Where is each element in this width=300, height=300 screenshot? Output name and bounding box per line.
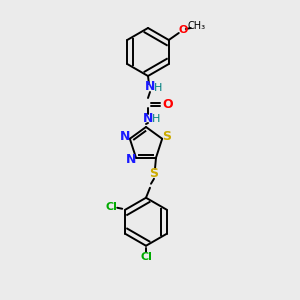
Text: Cl: Cl: [140, 252, 152, 262]
Text: S: S: [149, 167, 158, 180]
Text: Cl: Cl: [105, 202, 117, 212]
Text: N: N: [126, 153, 136, 166]
Text: N: N: [120, 130, 130, 143]
Text: H: H: [152, 114, 160, 124]
Text: S: S: [162, 130, 171, 143]
Text: CH₃: CH₃: [188, 21, 206, 31]
Text: O: O: [178, 25, 188, 35]
Text: N: N: [143, 112, 153, 124]
Text: N: N: [145, 80, 155, 94]
Text: O: O: [163, 98, 173, 110]
Text: H: H: [154, 83, 162, 93]
